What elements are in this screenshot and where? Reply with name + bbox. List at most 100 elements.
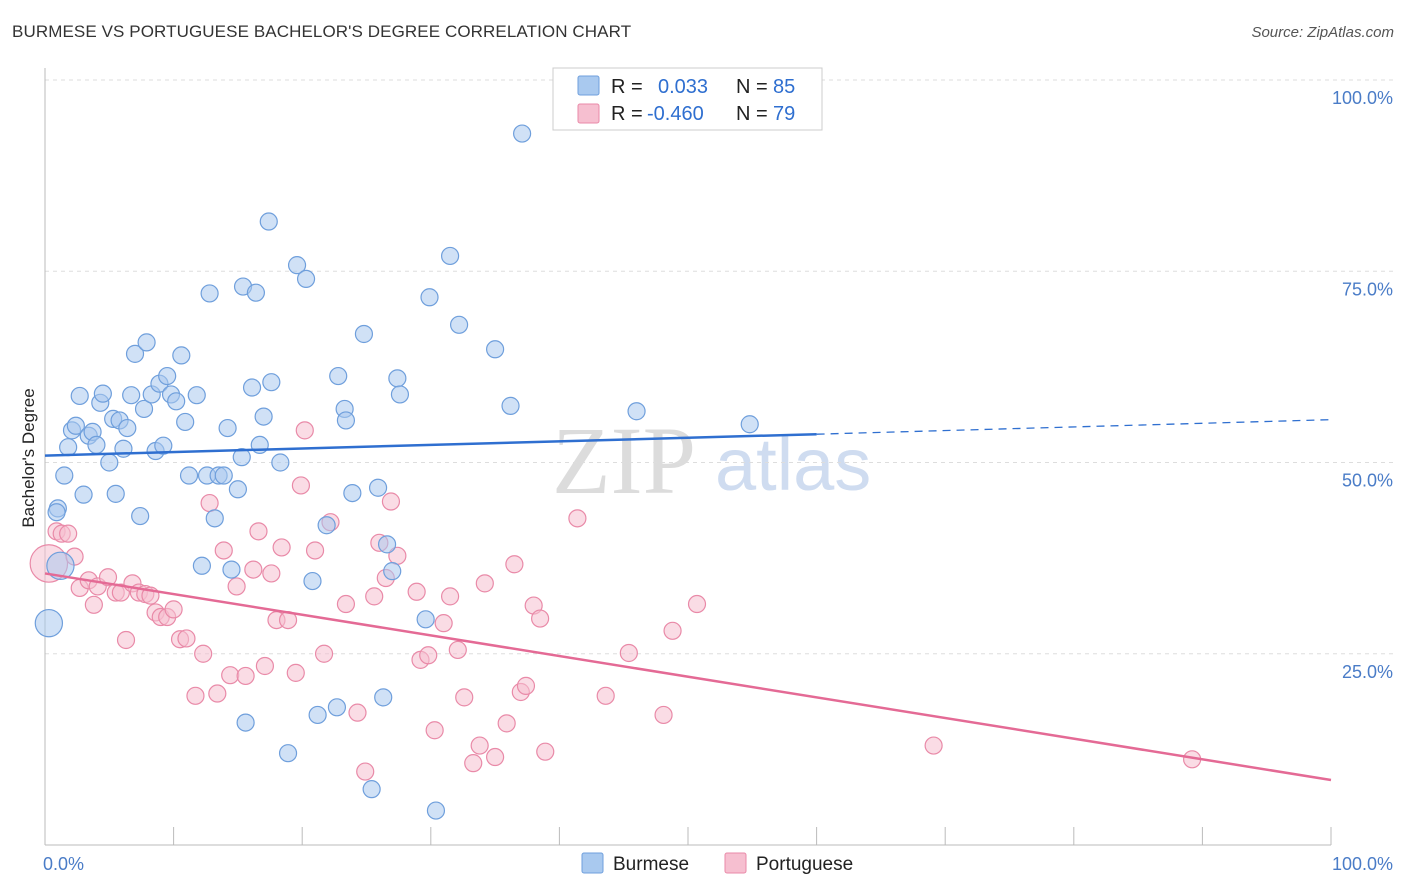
- burmese-point: [106, 484, 125, 503]
- burmese-point: [303, 571, 322, 591]
- burmese-point: [327, 698, 347, 717]
- burmese-point: [317, 516, 336, 535]
- burmese-point: [214, 466, 233, 485]
- burmese-point: [390, 385, 410, 404]
- burmese-n-label: N =: [736, 76, 768, 98]
- portuguese-point: [425, 721, 444, 740]
- portuguese-n-label: N =: [736, 103, 768, 125]
- burmese-point: [329, 366, 348, 386]
- portuguese-points: [29, 421, 1202, 781]
- portuguese-point: [249, 522, 268, 541]
- burmese-point: [740, 415, 759, 434]
- portuguese-point: [164, 600, 183, 619]
- burmese-r-label: R =: [611, 76, 643, 98]
- portuguese-series-label: Portuguese: [756, 854, 853, 875]
- y-tick-labels: 25.0% 50.0% 75.0% 100.0%: [1332, 88, 1393, 682]
- burmese-point: [172, 346, 191, 365]
- portuguese-point: [434, 614, 453, 633]
- burmese-point: [228, 480, 247, 499]
- portuguese-point: [305, 541, 325, 560]
- portuguese-point: [286, 663, 305, 682]
- burmese-point: [187, 386, 206, 405]
- portuguese-point: [221, 666, 240, 685]
- burmese-trend-line: [44, 432, 817, 457]
- burmese-point: [416, 610, 435, 629]
- burmese-point: [278, 744, 298, 763]
- portuguese-r-value: -0.460: [647, 103, 704, 125]
- burmese-point: [374, 688, 393, 707]
- burmese-point: [47, 503, 66, 522]
- portuguese-point: [356, 762, 375, 781]
- burmese-point: [176, 412, 195, 432]
- portuguese-point: [262, 564, 281, 583]
- burmese-point: [420, 288, 439, 307]
- burmese-point: [388, 369, 407, 388]
- burmese-point: [254, 407, 273, 426]
- portuguese-point: [59, 524, 78, 543]
- portuguese-point: [596, 686, 615, 705]
- portuguese-point: [536, 742, 555, 761]
- portuguese-point: [208, 684, 227, 703]
- burmese-point: [179, 466, 199, 485]
- burmese-point: [34, 608, 64, 638]
- burmese-point: [59, 438, 78, 457]
- portuguese-point: [200, 493, 219, 513]
- portuguese-point: [194, 644, 213, 663]
- burmese-point: [377, 535, 397, 554]
- burmese-point: [426, 801, 446, 820]
- x-tick-label-max: 100.0%: [1332, 854, 1393, 874]
- portuguese-point: [419, 646, 438, 665]
- burmese-point: [46, 551, 75, 580]
- portuguese-point: [227, 577, 246, 596]
- burmese-point: [222, 560, 241, 579]
- burmese-point: [296, 269, 316, 288]
- y-tick-label: 25.0%: [1342, 662, 1393, 682]
- burmese-point: [55, 466, 74, 485]
- burmese-point: [271, 453, 290, 472]
- portuguese-point: [687, 594, 707, 614]
- burmese-points: [34, 124, 759, 820]
- burmese-point: [137, 333, 156, 352]
- portuguese-trend-line: [44, 572, 1332, 782]
- portuguese-point: [177, 629, 196, 648]
- burmese-point: [627, 402, 646, 421]
- burmese-point: [501, 396, 520, 415]
- burmese-point: [218, 418, 237, 438]
- portuguese-point: [568, 509, 587, 528]
- portuguese-point: [440, 587, 460, 606]
- portuguese-point: [505, 555, 524, 574]
- burmese-point: [131, 506, 150, 526]
- burmese-legend-swatch: [577, 75, 600, 96]
- burmese-point: [200, 284, 219, 303]
- burmese-point: [93, 384, 112, 403]
- burmese-point: [66, 416, 85, 435]
- burmese-point: [192, 556, 211, 575]
- portuguese-point: [619, 643, 638, 663]
- x-tick-label-min: 0.0%: [43, 854, 84, 874]
- burmese-point: [383, 562, 402, 581]
- y-axis-label: Bachelor's Degree: [19, 388, 38, 527]
- burmese-point: [154, 436, 173, 455]
- burmese-series-label: Burmese: [613, 854, 689, 875]
- portuguese-point: [407, 582, 426, 601]
- watermark-zip: ZIP: [552, 407, 696, 514]
- burmese-point: [343, 484, 362, 503]
- burmese-point: [118, 418, 137, 438]
- burmese-series-swatch: [581, 852, 604, 874]
- burmese-point: [449, 315, 469, 334]
- burmese-n-value: 85: [773, 76, 795, 98]
- y-tick-label: 75.0%: [1342, 279, 1393, 299]
- portuguese-series-swatch: [724, 852, 747, 874]
- portuguese-legend-swatch: [577, 103, 600, 124]
- burmese-point: [70, 386, 89, 406]
- portuguese-point: [365, 587, 384, 606]
- y-tick-label: 50.0%: [1342, 471, 1393, 491]
- portuguese-point: [84, 595, 103, 614]
- burmese-point: [242, 378, 262, 397]
- portuguese-point: [336, 594, 356, 614]
- portuguese-point: [475, 574, 494, 593]
- burmese-point: [167, 392, 186, 411]
- burmese-point: [125, 344, 145, 363]
- series-legend: Burmese Portuguese: [581, 852, 853, 875]
- portuguese-point: [516, 676, 536, 695]
